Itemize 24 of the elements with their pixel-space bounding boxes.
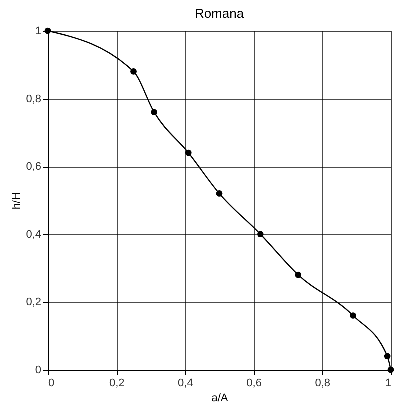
y-tick-label: 0,8	[26, 93, 42, 106]
point	[384, 353, 391, 360]
x-tick-label: 0,2	[109, 378, 125, 390]
x-tick-label: 0,4	[178, 378, 194, 390]
point	[216, 190, 223, 197]
point	[130, 68, 137, 75]
point	[258, 231, 264, 238]
y-tick-label: 0,4	[26, 228, 42, 241]
point	[388, 366, 394, 374]
x-tick-label: 0	[48, 378, 55, 390]
y-tick-label: 0,2	[26, 296, 42, 309]
y-tick-label: 0	[35, 364, 42, 376]
x-tick-label: 0,6	[246, 378, 262, 390]
point	[185, 150, 192, 156]
y-tick-label: 1	[35, 26, 42, 38]
y-axis-title: h/H	[11, 192, 24, 210]
chart-title: Romana	[194, 6, 245, 21]
point	[295, 272, 302, 278]
x-tick-label: 0,8	[315, 378, 331, 390]
x-tick-label: 1	[385, 378, 392, 390]
point	[350, 312, 356, 319]
x-axis-title: a/A	[212, 392, 229, 404]
point	[151, 109, 158, 116]
y-tick-label: 0,6	[26, 161, 42, 174]
